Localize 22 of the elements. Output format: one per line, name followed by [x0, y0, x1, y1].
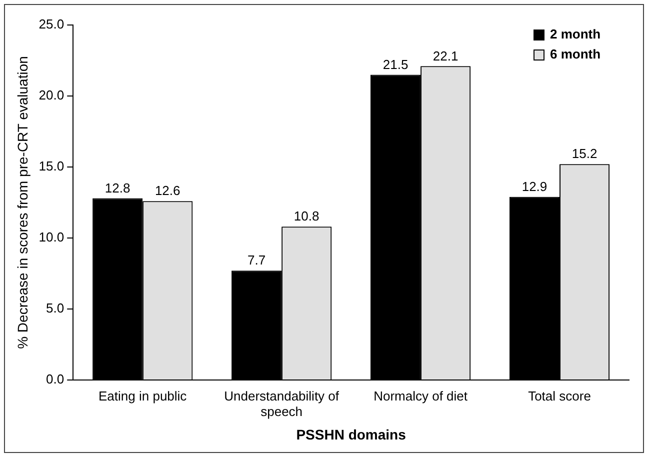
data-label: 12.9: [522, 178, 548, 194]
y-tick-label: 5.0: [46, 300, 64, 316]
data-label: 12.6: [154, 183, 180, 198]
y-tick-label: 15.0: [38, 158, 64, 174]
data-label: 10.8: [294, 208, 320, 224]
data-label: 21.5: [382, 56, 408, 72]
x-tick-label: Eating in public: [98, 388, 188, 404]
x-tick-label: Normalcy of diet: [374, 388, 468, 404]
data-label: 22.1: [432, 48, 458, 64]
x-tick-label: Total score: [528, 388, 591, 404]
legend-label: 6 month: [550, 46, 601, 62]
y-tick-label: 25.0: [38, 16, 64, 32]
y-tick-label: 20.0: [38, 88, 64, 103]
data-label: 12.8: [104, 180, 130, 196]
data-label: 7.7: [248, 252, 266, 268]
y-tick-label: 0.0: [46, 372, 64, 387]
y-axis-title: % Decrease in scores from pre-CRT evaluation: [14, 56, 30, 349]
x-axis-title: PSSHN domains: [296, 426, 406, 442]
y-tick-label: 10.0: [38, 230, 64, 245]
x-tick-label: Understandability of speech: [224, 388, 340, 419]
data-label: 15.2: [572, 146, 598, 162]
legend-label: 2 month: [550, 26, 601, 42]
